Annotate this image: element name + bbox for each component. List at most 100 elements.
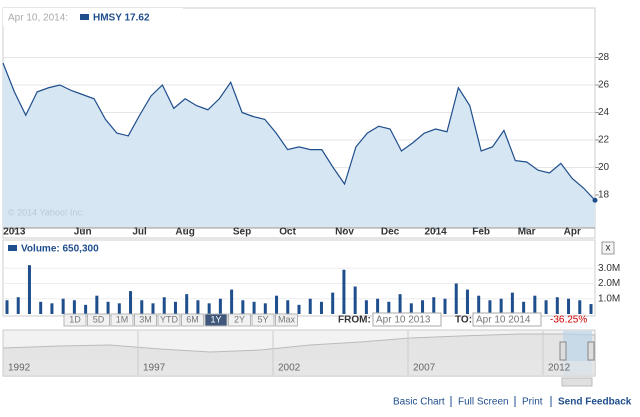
year-label: 2002 (278, 363, 301, 374)
x-tick-label: Dec (381, 227, 400, 238)
y-tick-label: 28 (598, 52, 610, 63)
range-button[interactable] (87, 313, 110, 327)
x-tick-label: Oct (279, 227, 296, 238)
scrollbar[interactable] (561, 377, 593, 387)
volume-bar (297, 304, 301, 314)
x-tick-label: Jun (74, 227, 92, 238)
volume-bar (578, 300, 582, 314)
price-line (2, 62, 596, 201)
volume-bar (140, 300, 144, 314)
volume-bar (286, 300, 290, 314)
watermark: © 2014 Yahoo! Inc. (8, 207, 84, 217)
range-button[interactable] (228, 313, 251, 327)
footer-link[interactable]: Full Screen (458, 397, 509, 408)
year-label: 2012 (548, 363, 571, 374)
range-button[interactable] (157, 313, 181, 327)
range-button[interactable] (134, 313, 157, 327)
range-button[interactable] (204, 313, 228, 327)
volume-bar (398, 294, 402, 314)
range-label[interactable]: 5D (93, 314, 105, 324)
volume-bar (488, 300, 492, 314)
volume-bar (5, 300, 9, 314)
range-label[interactable]: 5Y (257, 314, 268, 324)
year-label: 1997 (143, 363, 166, 374)
x-tick-label: Nov (335, 227, 354, 238)
volume-frame (2, 239, 596, 317)
range-button[interactable] (63, 313, 87, 327)
to-value[interactable]: Apr 10 2014 (476, 315, 531, 326)
volume-bar (454, 283, 458, 314)
x-tick-label: 2014 (424, 227, 447, 238)
x-tick-label: 2013 (3, 227, 26, 238)
range-controls: 1D 5D 1M 3M YTD 6M 1Y 2Y 5Y Max FROM: Apr 10 2013 TO… (63, 312, 587, 327)
footer-link[interactable]: Send Feedback (558, 397, 632, 408)
volume-bar (185, 294, 189, 314)
y-tick-label: 26 (598, 80, 610, 91)
range-label[interactable]: 1Y (210, 314, 221, 324)
volume-swatch (8, 245, 17, 251)
volume-bar (477, 295, 481, 314)
navigator-handle-right[interactable] (587, 341, 595, 361)
close-label[interactable]: x (606, 243, 611, 254)
footer: Basic Chart Full Screen Print Send Feedback (393, 396, 632, 408)
range-button[interactable] (110, 313, 134, 327)
volume-bar (72, 300, 76, 314)
volume-bar (499, 298, 503, 314)
navigator-handle-left[interactable] (559, 341, 567, 361)
volume-bar (319, 301, 323, 314)
volume-bar (465, 289, 469, 314)
last-point (592, 197, 598, 203)
price-plot: 18 20 22 24 26 28 2013 Jun Jul Aug Sep Oct Nov Dec 201… (2, 52, 610, 238)
volume-bar (61, 298, 65, 314)
volume-title: Volume: 650,300 (21, 244, 99, 255)
from-value[interactable]: Apr 10 2013 (376, 315, 431, 326)
volume-bar (16, 297, 20, 314)
volume-bar (162, 297, 166, 314)
y-tick-label: 2.0M (598, 278, 620, 289)
range-label[interactable]: YTD (160, 314, 179, 324)
range-label[interactable]: 6M (186, 314, 199, 324)
footer-link[interactable]: Basic Chart (393, 397, 445, 408)
x-tick-label: Mar (518, 227, 536, 238)
range-label[interactable]: 2Y (234, 314, 245, 324)
volume-bar (555, 297, 559, 314)
volume-bar (421, 300, 425, 314)
range-label[interactable]: 1M (116, 314, 129, 324)
footer-link[interactable]: Print (522, 397, 543, 408)
navigator-band (3, 361, 595, 376)
range-label[interactable]: Max (278, 314, 296, 324)
volume-bar (387, 301, 391, 314)
volume-bar (544, 300, 548, 314)
volume-bar (409, 303, 413, 314)
volume-bar (106, 301, 110, 314)
change: -36.25% (550, 315, 587, 326)
volume-bar (129, 291, 133, 314)
volume-bar (331, 292, 335, 314)
range-button[interactable] (251, 313, 275, 327)
close-button[interactable] (601, 241, 615, 255)
volume-bar (342, 269, 346, 314)
range-label[interactable]: 3M (139, 314, 152, 324)
header-date: Apr 10, 2014: (8, 13, 68, 24)
y-tick-label: 24 (598, 107, 610, 118)
to-label: TO: (455, 315, 472, 326)
range-button[interactable] (181, 313, 204, 327)
header-bg (3, 8, 183, 26)
volume-bar (218, 298, 222, 314)
volume-bar (432, 297, 436, 314)
volume-bar (263, 303, 267, 314)
volume-bar (308, 298, 312, 314)
legend-swatch (80, 14, 89, 20)
volume-bar (95, 295, 99, 314)
from-input[interactable] (372, 312, 442, 327)
range-label[interactable]: 1D (69, 314, 81, 324)
x-tick-label: Aug (175, 227, 194, 238)
volume-bar (196, 300, 200, 314)
volume-bar (84, 304, 88, 314)
range-button[interactable] (275, 313, 298, 327)
volume-bar (443, 298, 447, 314)
volume-bar (522, 301, 526, 314)
volume-bar (364, 300, 368, 314)
to-input[interactable] (472, 312, 542, 327)
